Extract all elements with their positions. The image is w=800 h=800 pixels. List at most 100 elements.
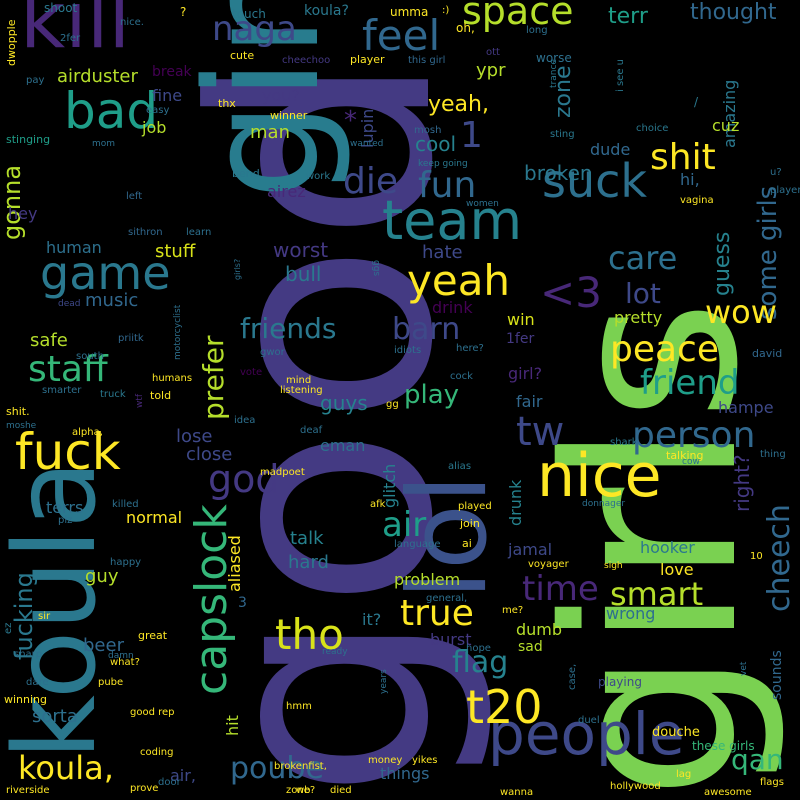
word: cute	[230, 49, 255, 62]
word: great	[138, 629, 168, 642]
word: air	[382, 505, 427, 545]
word: ez	[3, 622, 14, 634]
word: player	[350, 53, 385, 66]
word: left	[126, 191, 143, 202]
word: hard	[288, 552, 329, 573]
word: friends	[240, 312, 337, 345]
word: these girls	[692, 739, 755, 753]
word: airduster	[57, 66, 138, 87]
word: oh,	[456, 21, 475, 35]
word: motorcyclist	[173, 304, 183, 360]
word: bad	[64, 82, 159, 140]
word: thx	[218, 97, 236, 110]
word: broken	[524, 161, 593, 185]
word: time	[522, 569, 599, 609]
word: qan	[731, 743, 784, 776]
word: sounds	[769, 650, 785, 700]
word: sorta	[32, 706, 78, 727]
word: peace	[610, 329, 720, 370]
word: cow	[682, 457, 700, 467]
word: dude	[590, 140, 631, 159]
word: break	[152, 64, 192, 80]
word: money	[368, 755, 403, 766]
word: die	[343, 161, 399, 202]
word: dumb	[516, 620, 563, 639]
word: winner	[270, 109, 308, 122]
word: pretty	[614, 308, 663, 327]
word: gg	[386, 399, 399, 410]
word: terr	[608, 4, 648, 29]
word: idea	[234, 415, 256, 426]
word: poube	[230, 751, 324, 786]
word: fun	[418, 165, 477, 206]
word: brokenfist,	[274, 761, 327, 772]
word: beer	[83, 635, 124, 656]
word: ott	[486, 47, 500, 58]
word: thing	[760, 449, 786, 460]
word: barn	[392, 312, 461, 347]
word: flag	[452, 645, 509, 680]
word: capslock	[186, 504, 237, 695]
word: right?	[730, 454, 754, 512]
word: air,	[170, 766, 196, 785]
word: naga	[212, 9, 297, 49]
word: vote	[240, 367, 263, 378]
word: drunk	[506, 479, 525, 526]
word: hey	[8, 204, 38, 223]
word: koula?	[304, 3, 349, 19]
word: dwopple	[5, 19, 18, 67]
word: douche	[652, 725, 700, 740]
word: human	[46, 238, 102, 257]
word: duel	[578, 715, 600, 726]
word: tw	[516, 409, 565, 455]
word: fine	[152, 86, 183, 105]
word: koula,	[18, 749, 114, 787]
word: nice.	[120, 17, 144, 28]
word: cuz	[712, 116, 740, 135]
word: shark	[610, 437, 638, 448]
word: winning	[4, 693, 48, 706]
word: alpha,	[72, 427, 103, 438]
word: hooker	[640, 538, 695, 557]
word: talk	[290, 528, 324, 549]
word: this girl	[408, 55, 446, 66]
word: nice	[537, 441, 662, 511]
word: damn	[108, 651, 134, 661]
word: tho	[275, 610, 344, 659]
word: it?	[362, 610, 382, 629]
word: job	[142, 118, 167, 137]
word: wow	[705, 293, 777, 331]
word: sad	[518, 639, 543, 655]
word: playing	[598, 675, 642, 689]
word: eman	[320, 436, 366, 455]
word: coding	[140, 747, 174, 758]
word: truck	[100, 389, 126, 400]
word: yeah	[407, 256, 511, 305]
word: ggs	[371, 260, 381, 277]
word: 1	[460, 115, 483, 156]
word: team	[382, 189, 523, 252]
word: smarter	[42, 385, 82, 396]
word: guy	[85, 566, 119, 587]
word: played	[458, 501, 492, 512]
word: safe	[30, 330, 68, 351]
word: friend	[640, 363, 740, 403]
word: fair	[516, 392, 543, 411]
word: god	[208, 457, 280, 501]
word: wtf	[135, 393, 145, 408]
word: players	[770, 185, 800, 196]
word: wrong	[606, 604, 656, 623]
word: lose	[176, 426, 213, 447]
word: win	[507, 310, 535, 329]
word: things	[380, 764, 430, 783]
word: zone?	[286, 785, 316, 796]
word: <3	[540, 268, 602, 317]
word: died	[330, 785, 352, 796]
word: *	[344, 106, 357, 136]
word: game	[40, 246, 171, 300]
word: dead	[58, 299, 81, 309]
word: pube	[98, 677, 124, 688]
word: you?	[262, 86, 300, 105]
word: ready	[322, 647, 348, 657]
